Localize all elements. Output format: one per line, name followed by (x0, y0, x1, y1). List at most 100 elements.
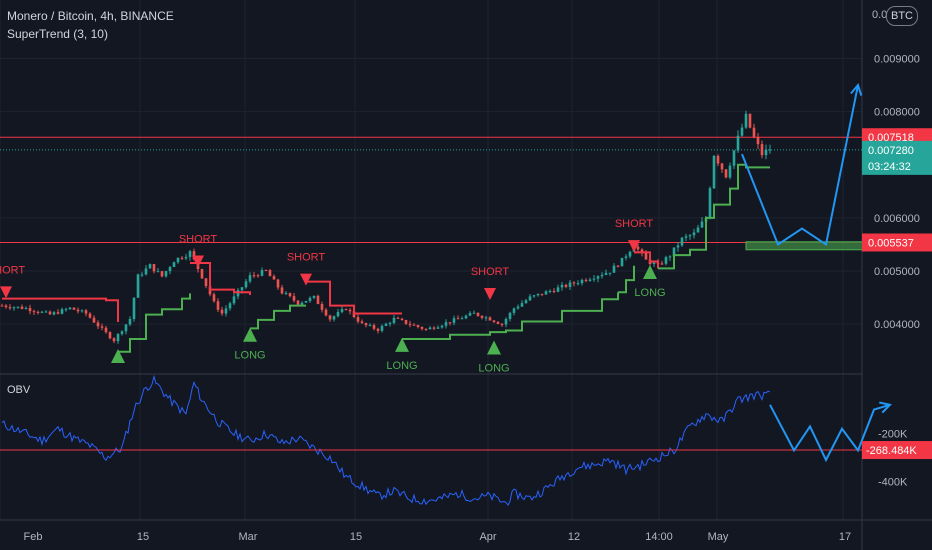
candle-body (540, 293, 544, 295)
candle-body (360, 321, 364, 324)
projection-arrow (741, 84, 859, 247)
candle-body (348, 309, 352, 312)
candle-body (120, 331, 124, 334)
price-axis[interactable]: 0.009000 0.008000 0.006000 0.005000 0.004000… (862, 53, 932, 489)
candle-body (36, 311, 40, 313)
candle-body (332, 316, 336, 320)
candle-body (220, 309, 224, 314)
candle-body (260, 270, 264, 276)
supertrend-segment-up (658, 163, 770, 270)
candle-body (500, 323, 504, 325)
currency-badge[interactable]: BTC (886, 6, 918, 26)
candle-body (552, 290, 556, 292)
candle-body (504, 319, 508, 325)
candle-body (76, 309, 80, 312)
supertrend-line (2, 163, 770, 353)
candle-body (700, 221, 704, 228)
supertrend-segment-up (402, 292, 619, 341)
candle-body (280, 287, 284, 294)
candle-body (508, 312, 512, 320)
short-signal-label: SHORT (0, 264, 25, 276)
candle-body (400, 318, 404, 321)
candle-body (160, 271, 164, 277)
candle-body (264, 270, 268, 272)
price-tick-label: 0.009000 (874, 53, 920, 65)
candle-body (720, 163, 724, 170)
obv-label[interactable]: OBV (7, 384, 31, 396)
long-signal-label: LONG (634, 287, 665, 299)
supertrend-segment-up (118, 293, 191, 353)
candle-body (204, 278, 208, 287)
candle-body (696, 227, 700, 233)
candle-body (396, 317, 400, 319)
time-axis[interactable]: Feb 15 Mar 15 Apr 12 14:00 May 17 (24, 531, 852, 543)
short-signal-arrow (0, 286, 12, 299)
candle-body (732, 150, 736, 166)
long-signal-label: LONG (386, 360, 417, 372)
candle-body (456, 318, 460, 320)
candle-body (692, 232, 696, 236)
currency-badge-prefix: 0.0 (872, 9, 888, 21)
candle-body (16, 306, 20, 308)
candle-body (156, 271, 160, 273)
candle-body (528, 296, 532, 301)
candle-body (756, 137, 760, 145)
candle-body (116, 333, 120, 342)
candle-body (716, 155, 720, 164)
candle-body (708, 188, 712, 219)
candle-body (524, 300, 528, 304)
supertrend-segment-up (618, 265, 635, 294)
signal-markers: SHORT SHORT LONG SHORT LONG SHORT LONG SHORT LON… (0, 218, 666, 374)
obv-tick-label: -200K (878, 429, 908, 441)
candle-body (588, 279, 592, 281)
long-signal-label: LONG (234, 350, 265, 362)
candle-body (344, 309, 348, 311)
candle-body (124, 324, 128, 332)
candle-body (328, 315, 332, 320)
candle-body (252, 275, 256, 277)
candle-body (224, 308, 228, 314)
short-signal-label: SHORT (179, 234, 218, 246)
candle-body (752, 127, 756, 138)
candle-body (564, 284, 568, 287)
candle-body (392, 317, 396, 323)
candle-body (40, 311, 44, 313)
indicator-label[interactable]: SuperTrend (3, 10) (7, 27, 108, 41)
candle-body (676, 245, 680, 248)
candle-body (128, 319, 132, 325)
candle-body (628, 251, 632, 257)
candle-body (240, 287, 244, 291)
candle-body (380, 325, 384, 331)
symbol-title[interactable]: Monero / Bitcoin, 4h, BINANCE (7, 9, 174, 23)
candle-body (60, 309, 64, 314)
obv-panel (0, 374, 892, 506)
candle-body (356, 317, 360, 322)
time-tick-label: 15 (350, 531, 362, 543)
candle-body (688, 235, 692, 237)
candle-body (584, 279, 588, 281)
candle-body (608, 272, 612, 274)
candle-body (580, 279, 584, 284)
candle-body (556, 287, 560, 292)
candle-body (492, 320, 496, 323)
candle-body (760, 144, 764, 156)
candle-body (80, 310, 84, 312)
price-tick-label: 0.004000 (874, 319, 920, 331)
candle-body (244, 281, 248, 288)
candle-body (472, 312, 476, 314)
candle-body (172, 262, 176, 268)
candle-body (620, 257, 624, 267)
candle-body (488, 317, 492, 321)
candle-body (728, 165, 732, 178)
candle-body (364, 323, 368, 326)
candle-body (100, 326, 104, 328)
long-signal-arrow (395, 337, 409, 352)
candle-body (4, 305, 8, 308)
candle-body (284, 293, 288, 295)
candle-body (572, 282, 576, 284)
candle-body (188, 251, 192, 257)
candle-body (316, 295, 320, 305)
time-tick-label: May (708, 531, 729, 543)
candle-body (108, 332, 112, 339)
